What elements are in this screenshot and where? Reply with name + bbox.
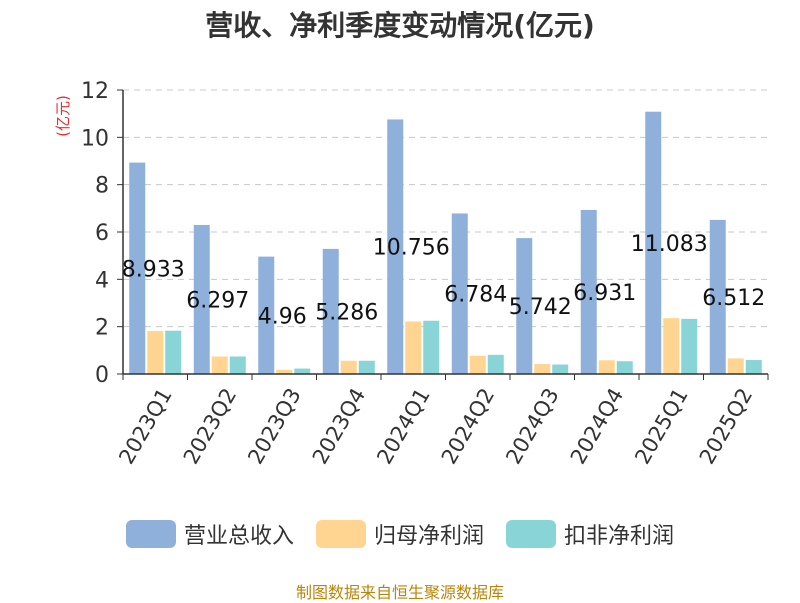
y-tick-label: 12 — [81, 79, 109, 104]
data-label-revenue: 6.297 — [186, 288, 249, 313]
bar-deducted-net-profit — [294, 368, 311, 374]
legend-item-deducted-net-profit[interactable]: 扣非净利润 — [506, 518, 674, 550]
bar-revenue — [451, 213, 468, 374]
data-label-revenue: 8.933 — [122, 257, 185, 282]
legend-label-revenue: 营业总收入 — [183, 524, 294, 549]
data-source-note: 制图数据来自恒生聚源数据库 — [295, 583, 504, 602]
data-label-revenue: 5.286 — [315, 300, 378, 325]
bar-net-profit — [340, 360, 357, 374]
bar-revenue — [709, 219, 726, 374]
bar-net-profit — [405, 321, 422, 374]
x-tick-label: 2024Q2 — [437, 384, 499, 468]
data-label-revenue: 10.756 — [373, 236, 450, 261]
bar-deducted-net-profit — [681, 318, 698, 374]
bar-deducted-net-profit — [616, 361, 633, 374]
bar-net-profit — [663, 318, 680, 374]
x-tick-label: 2025Q1 — [630, 384, 692, 468]
bar-net-profit — [469, 355, 486, 374]
bar-deducted-net-profit — [423, 320, 440, 374]
legend-swatch-revenue — [125, 520, 176, 548]
x-tick-label: 2024Q3 — [501, 384, 563, 468]
legend-swatch-net-profit — [315, 520, 366, 548]
chart-legend: 营业总收入 归母净利润 扣非净利润 — [0, 518, 800, 550]
data-label-revenue: 11.083 — [631, 232, 708, 257]
data-label-revenue: 4.96 — [258, 304, 307, 329]
x-tick-label: 2023Q1 — [114, 384, 176, 468]
bar-net-profit — [211, 356, 228, 374]
legend-item-revenue[interactable]: 营业总收入 — [125, 518, 294, 550]
bar-deducted-net-profit — [358, 360, 375, 374]
bar-deducted-net-profit — [552, 364, 569, 374]
y-tick-label: 8 — [95, 174, 109, 199]
bar-revenue — [580, 209, 597, 374]
y-tick-label: 6 — [95, 221, 109, 246]
bar-net-profit — [534, 364, 551, 374]
bar-deducted-net-profit — [165, 330, 182, 374]
y-tick-label: 10 — [81, 126, 109, 151]
x-tick-label: 2023Q2 — [179, 384, 241, 468]
chart-title: 营收、净利季度变动情况(亿元) — [205, 9, 595, 42]
bar-revenue — [387, 119, 404, 374]
legend-label-net-profit: 归母净利润 — [373, 524, 484, 549]
bar-net-profit — [598, 360, 615, 374]
y-axis-label: (亿元) — [54, 95, 72, 137]
y-tick-label: 0 — [95, 363, 109, 388]
bar-net-profit — [276, 369, 293, 374]
bar-revenue — [645, 111, 662, 374]
data-label-revenue: 6.512 — [702, 286, 765, 311]
x-tick-label: 2024Q1 — [372, 384, 434, 468]
x-tick-label: 2023Q3 — [243, 384, 305, 468]
bar-deducted-net-profit — [229, 356, 246, 374]
data-label-revenue: 5.742 — [509, 295, 572, 320]
bar-revenue — [322, 248, 339, 374]
legend-item-net-profit[interactable]: 归母净利润 — [315, 518, 484, 550]
bar-revenue — [193, 224, 210, 374]
x-tick-label: 2025Q2 — [695, 384, 757, 468]
bar-revenue — [129, 162, 146, 374]
bar-deducted-net-profit — [745, 360, 762, 374]
data-label-revenue: 6.784 — [444, 283, 507, 308]
bar-revenue — [258, 256, 275, 374]
y-tick-label: 2 — [95, 316, 109, 341]
legend-label-deducted-net-profit: 扣非净利润 — [564, 524, 675, 549]
bar-deducted-net-profit — [487, 354, 504, 374]
bar-net-profit — [727, 358, 744, 374]
bar-revenue — [516, 238, 533, 374]
x-tick-label: 2024Q4 — [566, 384, 628, 468]
data-label-revenue: 6.931 — [573, 281, 636, 306]
legend-swatch-deducted-net-profit — [506, 520, 556, 548]
x-tick-label: 2023Q4 — [308, 384, 370, 468]
bar-net-profit — [147, 330, 164, 374]
y-tick-label: 4 — [95, 268, 109, 293]
